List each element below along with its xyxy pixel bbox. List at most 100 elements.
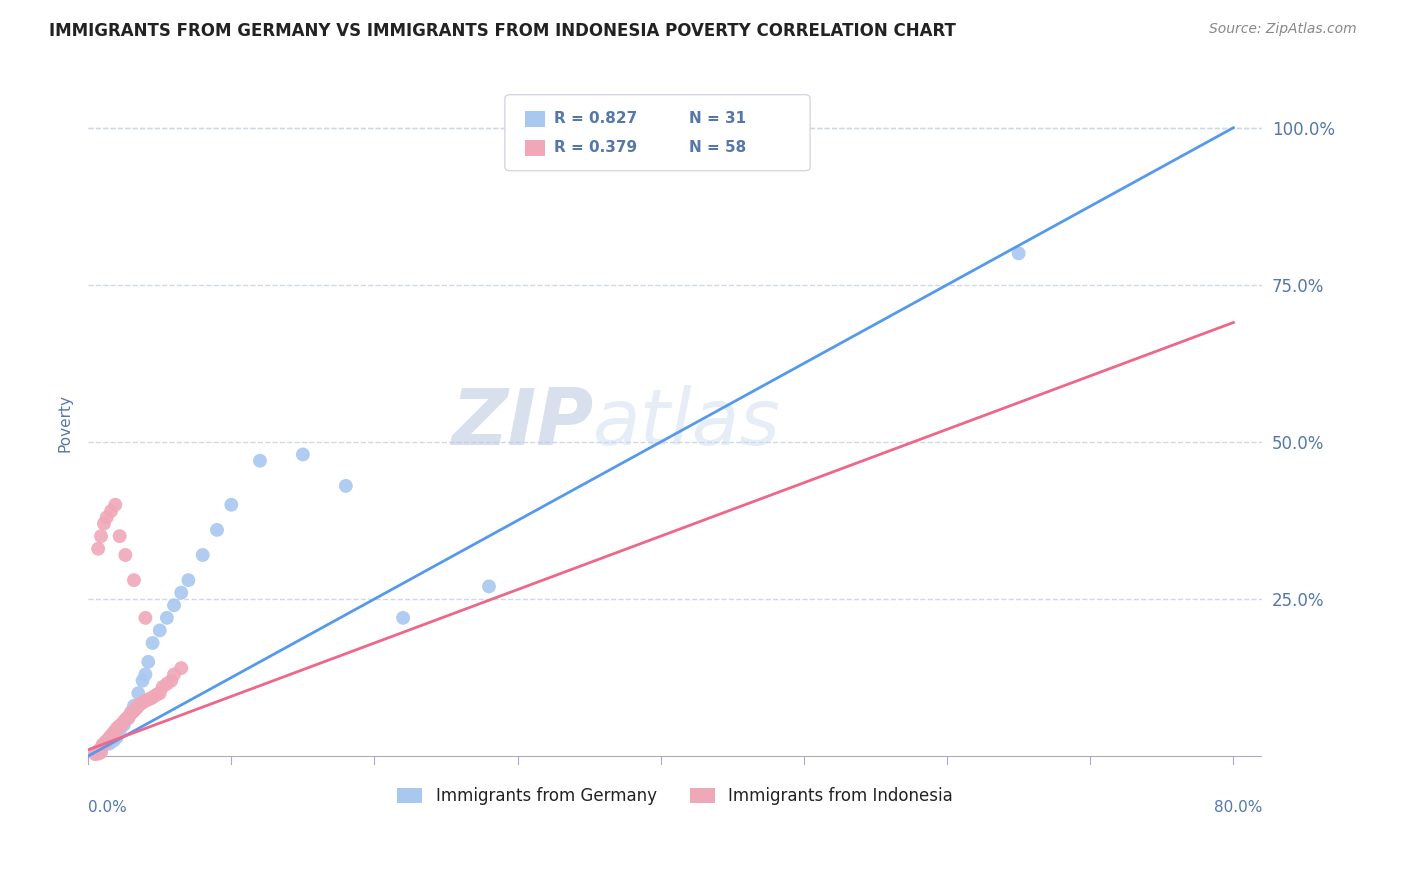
Point xyxy=(98,730,121,744)
Point xyxy=(142,636,165,650)
Point xyxy=(94,737,117,751)
Point xyxy=(98,737,121,751)
Point xyxy=(87,541,110,556)
Legend: Immigrants from Germany, Immigrants from Indonesia: Immigrants from Germany, Immigrants from… xyxy=(391,780,960,812)
Point xyxy=(146,688,169,702)
Point xyxy=(136,692,159,706)
Point xyxy=(136,655,159,669)
Point xyxy=(103,733,125,747)
Point xyxy=(112,714,135,729)
Point xyxy=(105,722,128,736)
Text: ZIP: ZIP xyxy=(451,385,593,461)
Text: N = 31: N = 31 xyxy=(689,112,747,127)
Point xyxy=(156,677,179,691)
Point xyxy=(108,723,131,738)
Point xyxy=(91,738,114,752)
Point xyxy=(139,691,162,706)
Point xyxy=(291,447,314,461)
Point xyxy=(84,747,107,762)
Text: 80.0%: 80.0% xyxy=(1213,800,1263,814)
Point xyxy=(104,498,127,512)
Point xyxy=(191,548,214,562)
Point xyxy=(87,747,110,761)
Point xyxy=(108,529,131,543)
Point xyxy=(84,746,107,760)
Point xyxy=(111,716,134,731)
Point xyxy=(118,708,141,723)
Text: N = 58: N = 58 xyxy=(689,140,747,155)
Point xyxy=(149,624,172,638)
Point xyxy=(335,479,357,493)
Point xyxy=(170,661,193,675)
Point xyxy=(96,510,118,524)
Point xyxy=(104,723,127,738)
Point xyxy=(478,579,501,593)
Point xyxy=(143,690,166,704)
Point xyxy=(110,717,132,731)
Point xyxy=(128,698,150,712)
Point xyxy=(89,743,111,757)
Point xyxy=(205,523,228,537)
Point xyxy=(105,730,128,744)
Point xyxy=(392,611,415,625)
Point xyxy=(98,731,121,746)
Point xyxy=(127,698,149,713)
Point xyxy=(94,735,117,749)
Point xyxy=(112,717,135,731)
Point xyxy=(124,702,146,716)
Point xyxy=(107,720,129,734)
Point xyxy=(87,744,110,758)
Point xyxy=(249,454,271,468)
Point xyxy=(160,673,183,688)
Point xyxy=(103,725,125,739)
Point xyxy=(91,739,114,754)
Point xyxy=(120,706,142,721)
Point xyxy=(117,711,139,725)
Point xyxy=(134,667,156,681)
Point xyxy=(177,573,200,587)
Point xyxy=(221,498,243,512)
Point xyxy=(149,686,172,700)
Point xyxy=(101,727,124,741)
Text: R = 0.827: R = 0.827 xyxy=(554,112,637,127)
Point xyxy=(134,694,156,708)
Point xyxy=(120,705,142,719)
Point xyxy=(84,746,107,760)
Point xyxy=(90,529,112,543)
Point xyxy=(91,739,114,754)
Point xyxy=(121,705,143,719)
Point xyxy=(90,745,112,759)
FancyBboxPatch shape xyxy=(505,95,810,170)
Text: 0.0%: 0.0% xyxy=(89,800,127,814)
Point xyxy=(127,686,149,700)
Point xyxy=(134,611,156,625)
Point xyxy=(105,723,128,737)
Point xyxy=(100,504,122,518)
Point xyxy=(114,713,136,727)
Point xyxy=(90,741,112,756)
Point xyxy=(115,711,138,725)
Y-axis label: Poverty: Poverty xyxy=(58,394,72,452)
Text: atlas: atlas xyxy=(593,385,780,461)
Point xyxy=(89,743,111,757)
Point xyxy=(131,673,153,688)
Point xyxy=(96,733,118,747)
Text: Source: ZipAtlas.com: Source: ZipAtlas.com xyxy=(1209,22,1357,37)
FancyBboxPatch shape xyxy=(524,112,546,127)
Text: IMMIGRANTS FROM GERMANY VS IMMIGRANTS FROM INDONESIA POVERTY CORRELATION CHART: IMMIGRANTS FROM GERMANY VS IMMIGRANTS FR… xyxy=(49,22,956,40)
Point xyxy=(117,710,139,724)
Point xyxy=(93,516,115,531)
Point xyxy=(125,700,148,714)
Point xyxy=(1008,246,1031,260)
Point xyxy=(156,611,179,625)
Point xyxy=(114,548,136,562)
Point xyxy=(94,737,117,751)
Text: R = 0.379: R = 0.379 xyxy=(554,140,637,155)
Point xyxy=(170,585,193,599)
Point xyxy=(108,719,131,733)
Point xyxy=(122,698,145,713)
Point xyxy=(122,573,145,587)
Point xyxy=(152,680,174,694)
Point xyxy=(100,729,122,743)
Point xyxy=(122,704,145,718)
